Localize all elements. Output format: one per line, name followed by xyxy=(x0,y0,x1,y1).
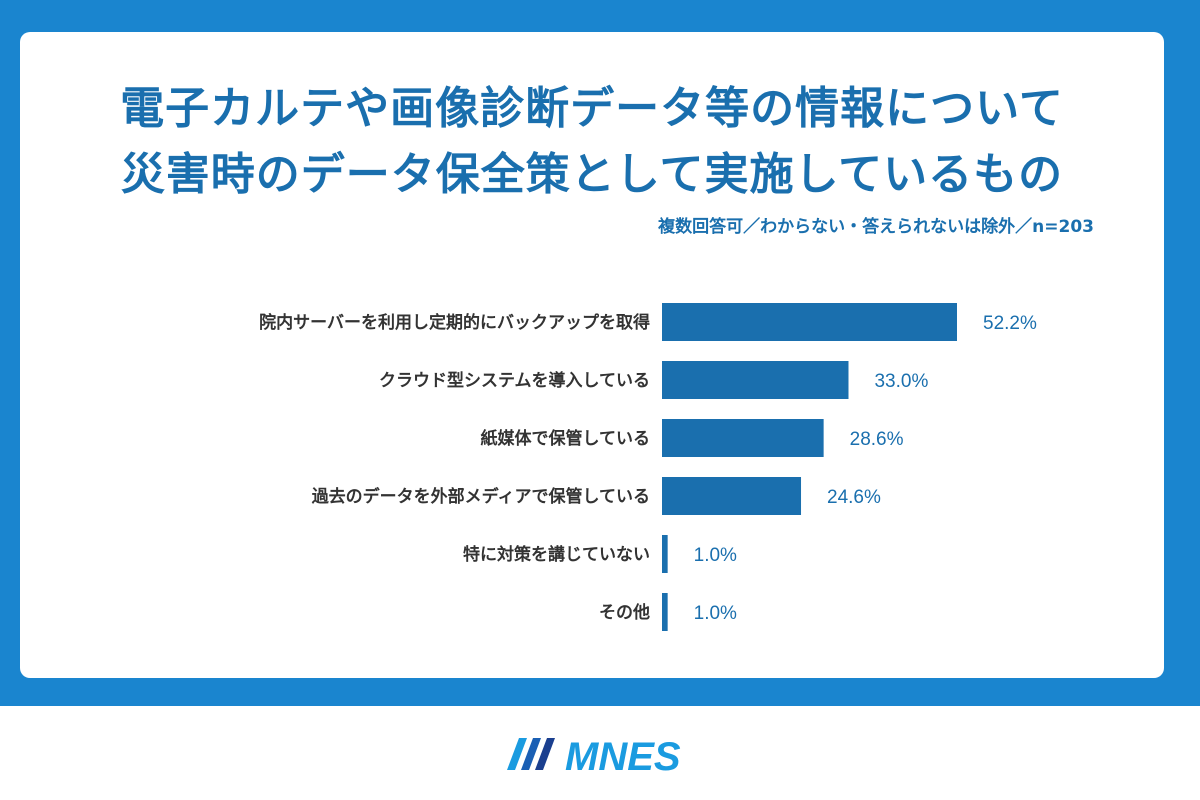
bar xyxy=(662,303,957,341)
value-label: 24.6% xyxy=(827,487,881,508)
chart-title: 電子カルテや画像診断データ等の情報について 災害時のデータ保全策として実施してい… xyxy=(20,76,1164,208)
mnes-logo-icon: MNES xyxy=(507,735,681,776)
category-label: クラウド型システムを導入している xyxy=(379,370,650,391)
bar xyxy=(662,419,824,457)
footer: MNES xyxy=(0,706,1200,800)
category-label: 紙媒体で保管している xyxy=(481,428,651,449)
category-label: その他 xyxy=(599,602,650,623)
bar xyxy=(662,477,802,515)
chart-card: 電子カルテや画像診断データ等の情報について 災害時のデータ保全策として実施してい… xyxy=(20,32,1164,678)
value-label: 1.0% xyxy=(694,603,737,624)
bar xyxy=(662,593,668,631)
bar xyxy=(662,535,668,573)
category-label: 過去のデータを外部メディアで保管している xyxy=(312,486,650,507)
logo: MNES xyxy=(0,730,1200,780)
value-label: 1.0% xyxy=(694,545,737,566)
value-label: 33.0% xyxy=(874,371,928,392)
bar-chart: 院内サーバーを利用し定期的にバックアップを取得 52.2% クラウド型システムを導入… xyxy=(259,303,1037,631)
value-label: 28.6% xyxy=(850,429,904,450)
bars-layer: 院内サーバーを利用し定期的にバックアップを取得 52.2% クラウド型システムを導入… xyxy=(259,303,1037,631)
chart-title-line-1: 電子カルテや画像診断データ等の情報について xyxy=(120,83,1064,134)
logo-text: MNES xyxy=(565,735,681,776)
category-label: 院内サーバーを利用し定期的にバックアップを取得 xyxy=(259,312,650,333)
chart-subtitle: 複数回答可／わからない・答えられないは除外／n=203 xyxy=(658,217,1094,237)
bar xyxy=(662,361,849,399)
value-label: 52.2% xyxy=(983,313,1037,334)
category-label: 特に対策を講じていない xyxy=(463,544,650,565)
chart-title-line-2: 災害時のデータ保全策として実施しているもの xyxy=(120,149,1064,200)
